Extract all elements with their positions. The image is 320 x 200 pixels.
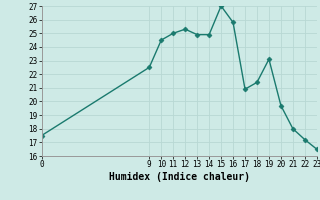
X-axis label: Humidex (Indice chaleur): Humidex (Indice chaleur) [109,172,250,182]
